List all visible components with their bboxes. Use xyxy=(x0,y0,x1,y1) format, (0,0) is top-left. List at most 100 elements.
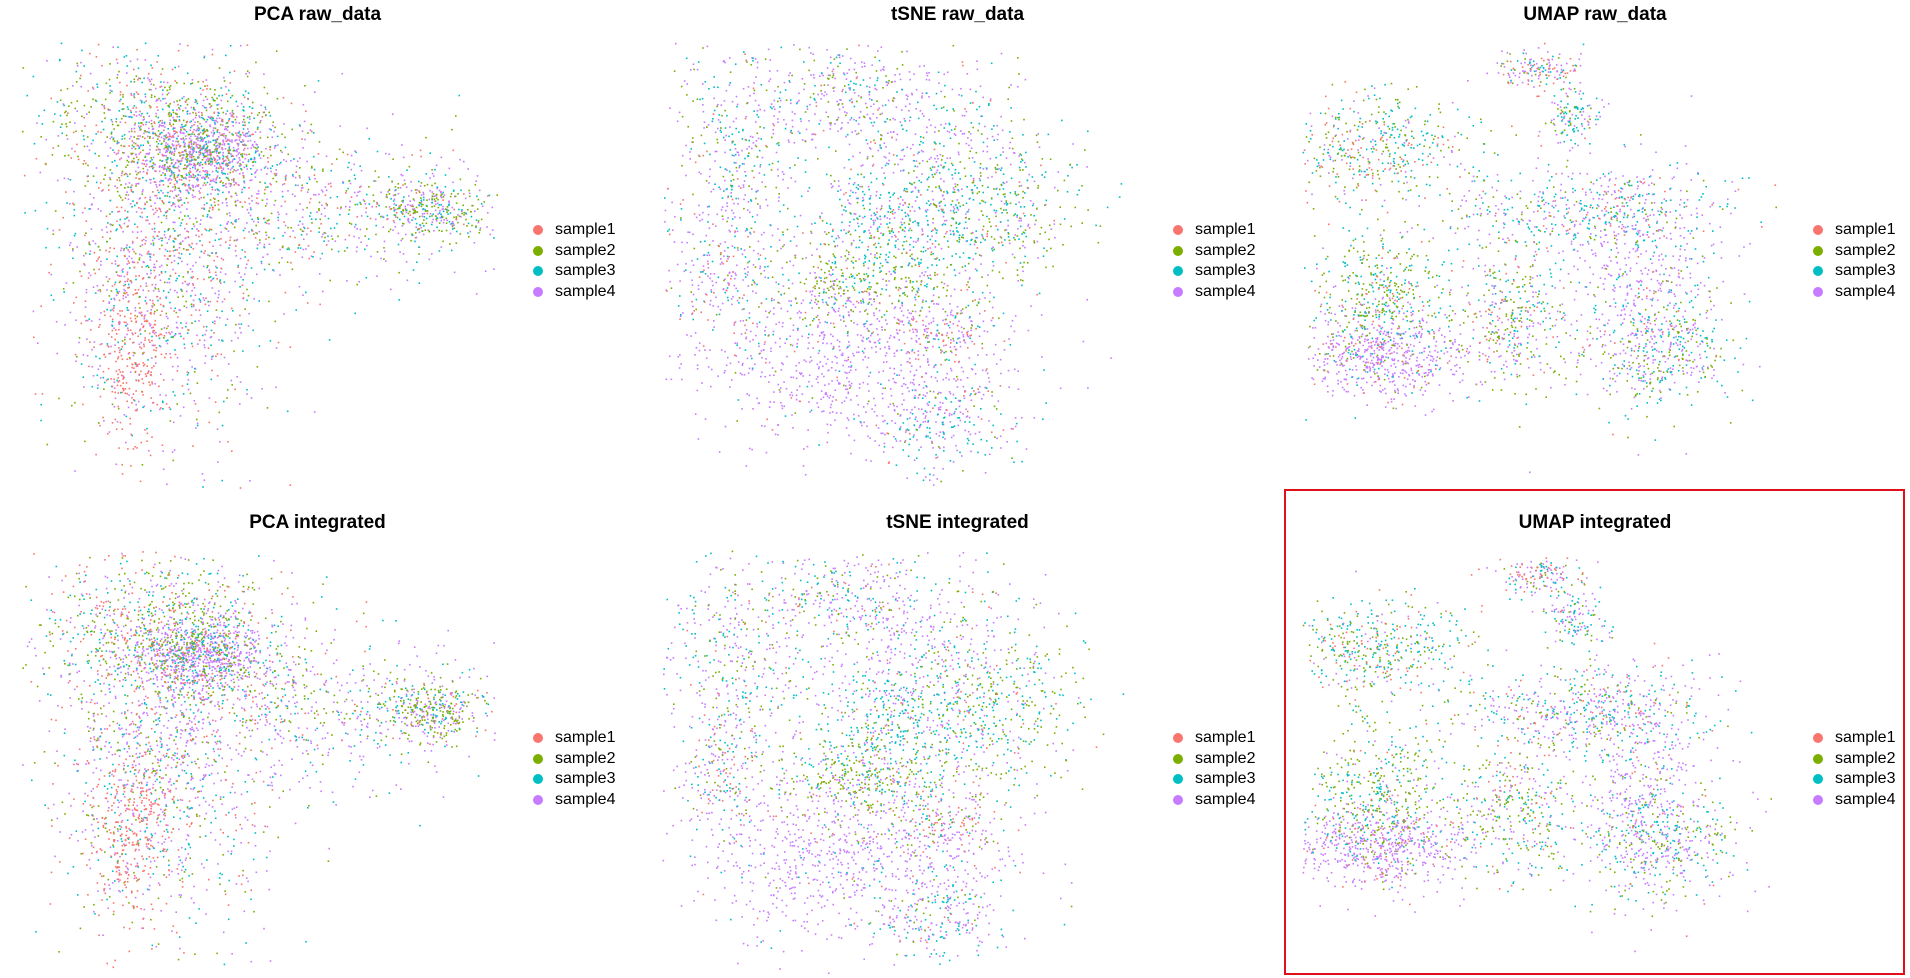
point xyxy=(196,424,199,427)
point xyxy=(187,372,190,374)
point xyxy=(202,156,205,159)
point xyxy=(163,168,165,171)
point xyxy=(765,358,767,360)
point xyxy=(210,116,212,118)
point xyxy=(123,284,125,287)
point xyxy=(246,388,248,391)
point xyxy=(97,208,100,210)
point xyxy=(850,301,852,303)
point xyxy=(238,323,240,325)
point xyxy=(189,188,192,191)
point xyxy=(902,377,905,379)
point xyxy=(818,366,820,368)
point xyxy=(190,160,192,162)
point xyxy=(187,134,190,136)
point xyxy=(726,169,728,171)
point xyxy=(789,72,791,74)
point xyxy=(201,334,204,337)
point xyxy=(146,372,149,374)
point xyxy=(237,161,239,163)
point xyxy=(158,121,160,124)
point xyxy=(202,297,205,299)
point xyxy=(101,229,103,231)
point xyxy=(105,82,108,85)
point xyxy=(426,210,429,212)
point xyxy=(198,151,201,153)
point xyxy=(393,203,396,205)
point xyxy=(196,228,198,230)
point xyxy=(814,277,817,280)
point xyxy=(131,332,133,335)
point xyxy=(261,199,264,201)
point xyxy=(833,86,836,89)
point xyxy=(167,191,169,194)
point xyxy=(281,246,284,249)
point xyxy=(220,282,222,285)
point xyxy=(240,276,242,278)
point xyxy=(366,228,368,230)
point xyxy=(853,181,856,184)
point xyxy=(732,295,734,298)
point xyxy=(264,106,267,109)
point xyxy=(957,151,960,154)
point xyxy=(114,159,116,162)
point xyxy=(817,376,819,378)
point xyxy=(220,238,222,240)
point xyxy=(310,130,313,133)
point xyxy=(151,367,153,369)
point xyxy=(211,158,213,161)
point xyxy=(257,190,260,192)
legend-label: sample1 xyxy=(555,220,615,240)
point xyxy=(1050,228,1053,230)
point xyxy=(168,281,171,284)
point xyxy=(404,205,407,208)
point xyxy=(459,233,462,235)
point xyxy=(772,123,774,125)
point xyxy=(442,199,444,201)
point xyxy=(211,160,214,163)
point xyxy=(110,298,113,300)
point xyxy=(435,194,437,197)
point xyxy=(850,189,852,192)
point xyxy=(270,190,272,193)
point xyxy=(299,228,302,231)
point xyxy=(860,165,862,167)
point xyxy=(488,194,491,197)
point xyxy=(385,193,388,196)
point xyxy=(325,155,328,158)
point xyxy=(197,129,200,132)
point xyxy=(242,128,245,130)
point xyxy=(814,272,816,274)
point xyxy=(151,436,153,438)
point xyxy=(165,137,167,139)
point xyxy=(775,151,778,154)
point xyxy=(148,79,150,81)
point xyxy=(222,162,224,164)
point xyxy=(92,86,94,89)
point xyxy=(237,153,240,155)
point xyxy=(437,206,440,209)
point xyxy=(986,330,989,333)
point xyxy=(163,129,165,132)
point xyxy=(139,329,141,332)
point xyxy=(100,260,102,263)
point xyxy=(665,289,668,291)
point xyxy=(198,154,201,156)
point xyxy=(837,54,839,56)
point xyxy=(166,195,169,197)
point xyxy=(242,172,244,174)
point xyxy=(171,365,174,368)
point xyxy=(864,65,866,68)
point xyxy=(739,347,741,349)
point xyxy=(234,250,237,252)
point xyxy=(171,190,174,193)
point xyxy=(378,213,380,215)
point xyxy=(216,104,218,106)
point xyxy=(93,252,96,254)
point xyxy=(383,247,385,249)
point xyxy=(685,174,687,177)
point xyxy=(179,146,181,148)
point xyxy=(829,124,832,126)
point xyxy=(817,406,820,409)
point xyxy=(781,407,784,410)
